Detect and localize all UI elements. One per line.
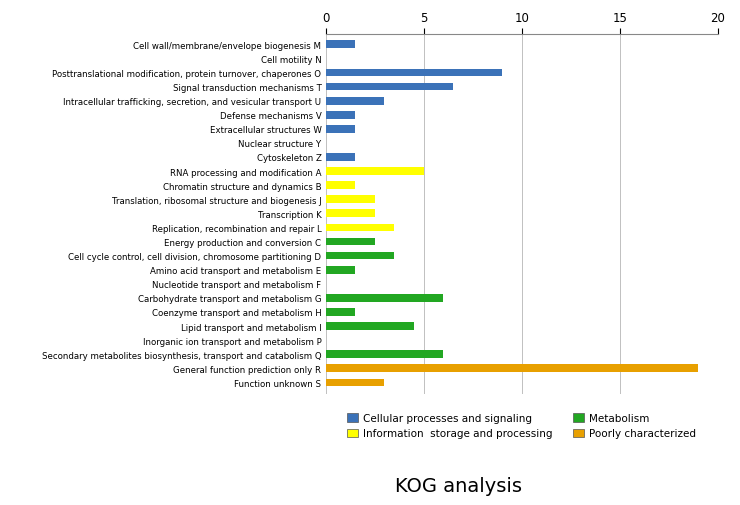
Bar [326,266,355,274]
Bar [326,112,355,119]
Legend: Cellular processes and signaling, Information  storage and processing, Metabolis: Cellular processes and signaling, Inform… [347,414,696,439]
Bar [326,365,699,373]
Bar [326,154,355,162]
Bar [326,224,394,232]
Bar [326,252,394,260]
Bar [326,41,355,49]
Bar [326,182,355,190]
Bar [326,70,502,77]
Bar [326,83,453,91]
Bar [326,294,443,302]
Bar [326,238,374,246]
Bar [326,379,385,386]
Bar [326,126,355,133]
Bar [326,97,385,106]
Text: KOG analysis: KOG analysis [395,476,522,495]
Bar [326,323,414,330]
Bar [326,309,355,316]
Bar [326,168,424,176]
Bar [326,350,443,359]
Bar [326,196,374,204]
Bar [326,210,374,218]
